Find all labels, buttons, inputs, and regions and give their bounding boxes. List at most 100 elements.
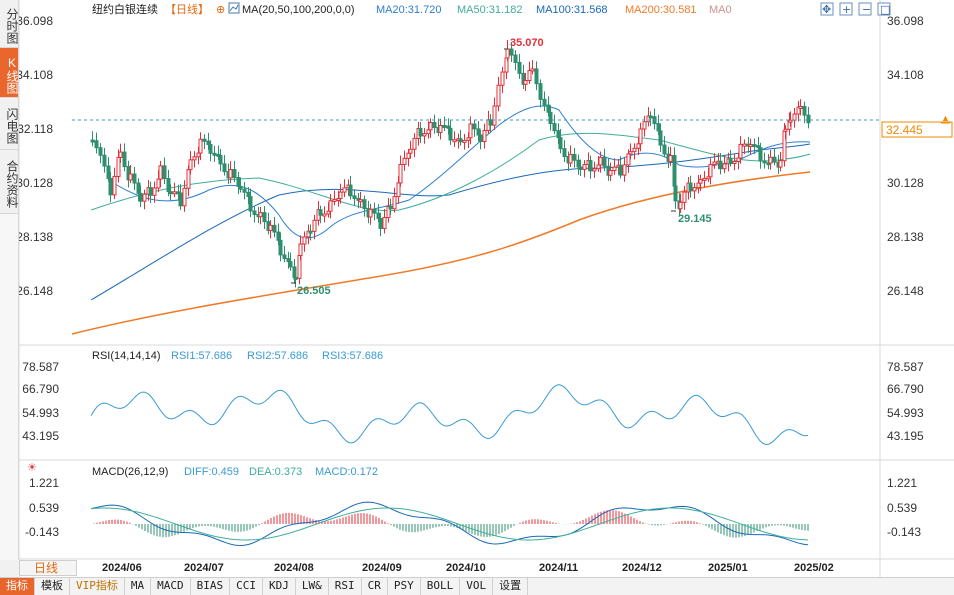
candle-body: [513, 54, 518, 63]
rsi-label-left: 78.587: [22, 360, 59, 374]
candle-body: [102, 154, 107, 167]
candle-body: [505, 48, 510, 59]
candle-body: [212, 152, 217, 156]
price-label-left: 30.128: [19, 176, 53, 190]
indicator-bar: 指标 模板 VIP指标 MA MACD BIAS CCI KDJ LW& RSI…: [0, 577, 954, 595]
candle-body: [538, 83, 543, 100]
candle-body: [748, 144, 753, 148]
rsi-label-right: 54.993: [887, 406, 924, 420]
ma200-line: [71, 171, 811, 335]
tab-kline[interactable]: K线图: [0, 48, 19, 98]
candle-body: [534, 68, 539, 85]
candle-body: [252, 210, 257, 216]
candle-body: [668, 155, 673, 162]
rsi-label-right: 66.790: [887, 382, 924, 396]
price-label-right: 34.108: [887, 68, 924, 82]
current-price-tag: [881, 121, 953, 138]
candle-body: [278, 239, 283, 256]
rsi-label-left: 54.993: [22, 406, 59, 420]
candle-body: [696, 182, 701, 189]
indicator-settings[interactable]: 设置: [493, 578, 529, 595]
candle-body: [718, 160, 723, 170]
candle-body: [222, 163, 227, 173]
candle-body: [293, 276, 298, 280]
macd-diff-value: DIFF:0.459: [184, 466, 239, 478]
candle-body: [328, 200, 333, 212]
candle-body: [402, 157, 407, 165]
fullscreen-icon[interactable]: [877, 2, 891, 16]
rsi-label-left: 66.790: [22, 382, 59, 396]
candle-body: [192, 156, 197, 161]
candle-body: [372, 208, 377, 214]
time-axis-label: 2025/02: [794, 562, 834, 574]
candle-body: [106, 165, 111, 179]
ma50-line: [90, 132, 811, 212]
zoom-in-icon[interactable]: [839, 2, 853, 16]
tab-flash[interactable]: 闪电图: [0, 98, 19, 150]
candle-body: [388, 206, 393, 210]
candle-body: [672, 155, 677, 187]
candle-body: [562, 148, 567, 158]
indicator-rsi[interactable]: RSI: [329, 578, 362, 595]
indicator-bias[interactable]: BIAS: [191, 578, 231, 595]
indicator-vol[interactable]: VOL: [460, 578, 494, 595]
candle-body: [798, 105, 803, 109]
tab-contract-info[interactable]: 合约资料: [0, 150, 19, 214]
candle-body: [218, 154, 223, 165]
ma-toggle-glyph: [229, 4, 239, 12]
indicator-kdj[interactable]: KDJ: [263, 578, 296, 595]
candle-body: [318, 209, 323, 216]
candle-body: [90, 139, 95, 143]
candle-body: [783, 128, 788, 132]
candle-body: [368, 208, 373, 218]
zoom-out-icon[interactable]: [858, 2, 872, 16]
candle-body: [530, 68, 535, 72]
candle-body: [322, 213, 327, 217]
chart-canvas[interactable]: 纽约白银连续 【日线】 ⊕ MA(20,50,100,200,0,0) MA20…: [19, 0, 954, 577]
candle-body: [542, 98, 547, 106]
candle-body: [628, 151, 633, 155]
price-label-left: 28.138: [19, 230, 53, 244]
time-axis-label: 2024/12: [622, 562, 662, 574]
macd-settings-icon[interactable]: ☀: [27, 462, 37, 474]
candle-body: [108, 177, 113, 196]
indicator-boll[interactable]: BOLL: [421, 578, 461, 595]
indicator-tab-templates[interactable]: 模板: [35, 578, 70, 595]
settings-icon[interactable]: ⊕: [216, 4, 225, 16]
candle-body: [772, 156, 777, 163]
ma-toggle-icon[interactable]: [228, 2, 240, 14]
candle-body: [572, 153, 577, 161]
indicator-lw[interactable]: LW&: [296, 578, 329, 595]
price-alert-icon[interactable]: ▲: [941, 113, 950, 123]
indicator-psy[interactable]: PSY: [388, 578, 421, 595]
candle-body: [258, 212, 263, 218]
indicator-cci[interactable]: CCI: [230, 578, 263, 595]
move-icon[interactable]: [820, 2, 834, 16]
candle-body: [806, 114, 811, 124]
indicator-cr[interactable]: CR: [362, 578, 388, 595]
candle-body: [688, 182, 693, 192]
candle-body: [728, 158, 733, 165]
candle-body: [138, 192, 143, 202]
candle-body: [432, 121, 437, 128]
candle-body: [188, 159, 193, 171]
indicator-macd[interactable]: MACD: [151, 578, 191, 595]
candle-body: [552, 123, 557, 132]
candle-body: [208, 144, 213, 154]
zoom-in-glyph: +: [842, 3, 851, 16]
candle-body: [488, 119, 493, 126]
ma100-line: [90, 143, 811, 301]
indicator-tab-vip[interactable]: VIP指标: [70, 578, 125, 595]
period-button[interactable]: 日线: [19, 560, 77, 576]
candle-body: [166, 178, 171, 193]
macd-value: MACD:0.172: [315, 466, 378, 478]
indicator-tab-indicators[interactable]: 指标: [0, 578, 35, 595]
indicator-ma[interactable]: MA: [125, 578, 152, 595]
candle-body: [752, 144, 757, 148]
tab-timeshare[interactable]: 分时图: [0, 0, 19, 48]
rsi-label-right: 78.587: [887, 360, 924, 374]
candle-body: [648, 115, 653, 119]
move-glyph: ✥: [822, 3, 831, 16]
time-axis-label: 2024/10: [446, 562, 486, 574]
candle-body: [762, 160, 767, 164]
